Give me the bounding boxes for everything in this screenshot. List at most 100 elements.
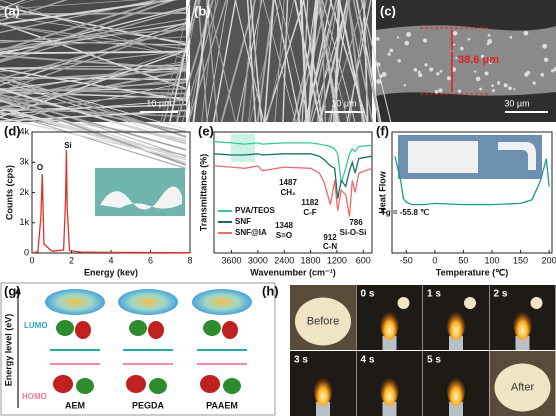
fiber-end (452, 31, 458, 36)
highlight-region (231, 134, 255, 162)
annotation: Tg = -55.8 ℃ (381, 208, 429, 217)
homo-lobe (200, 375, 220, 393)
fiber (206, 0, 229, 123)
fiber-end (397, 58, 401, 63)
flame-test-photos: Before 0 s 1 s 2 s 3 s 4 s 5 s After (290, 285, 556, 416)
x-tick-label: 50 (458, 255, 468, 265)
panel-label: (a) (4, 3, 20, 18)
annotation: 1182 (301, 198, 319, 207)
x-tick-label: -50 (400, 255, 413, 265)
fiber-end (513, 88, 516, 91)
fiber-end (503, 83, 508, 88)
fiber-end (523, 30, 529, 36)
fiber-end (455, 56, 458, 60)
fiber-end (453, 43, 456, 46)
plot-frame (391, 131, 553, 254)
energy-axis-label: Energy level (eV) (3, 314, 13, 387)
fiber-end (436, 72, 440, 76)
lighter (382, 336, 397, 350)
fiber (175, 0, 199, 123)
sem-images (0, 0, 556, 169)
membrane-cross-section (376, 25, 556, 96)
lighter (316, 402, 330, 416)
lumo-lobe (222, 321, 238, 339)
x-axis-label: Energy (kev) (84, 267, 138, 277)
fiber-end (474, 70, 477, 73)
frame-label: After (511, 381, 535, 393)
fiber-end (484, 71, 489, 76)
fiber-end (438, 88, 443, 93)
fiber (0, 0, 68, 22)
annotation: 912 (323, 233, 337, 242)
lighter (449, 402, 463, 416)
lumo-lobe (129, 320, 147, 336)
fiber-end (487, 33, 491, 37)
scale-bar-label: 10 μm (146, 98, 171, 108)
panel-label: (h) (262, 283, 279, 298)
fiber (346, 0, 374, 123)
fiber (355, 0, 382, 123)
lumo-lobe (75, 321, 91, 339)
y-tick-label: 1k (19, 217, 29, 227)
fiber-end (446, 76, 451, 81)
fiber-end (492, 89, 495, 93)
fiber-end (532, 81, 536, 85)
fiber (0, 67, 187, 71)
fiber-end (375, 36, 380, 41)
fiber (302, 0, 324, 123)
fiber (0, 69, 187, 82)
frame-label: 4 s (361, 355, 375, 366)
x-axis-label: Wavenumber (cm⁻¹) (250, 267, 335, 277)
x-tick-label: 600 (356, 255, 371, 265)
fiber-end (457, 89, 462, 93)
fiber-end (479, 87, 483, 91)
molecule-name: AEM (65, 400, 85, 410)
panel-labels: (a) (b) (c) (d) (e) (f) (g) (h) (4, 3, 396, 298)
fiber (0, 106, 187, 160)
inset-membrane (408, 141, 478, 173)
fiber-end (497, 82, 500, 86)
x-tick-label: 3600 (222, 255, 242, 265)
orbitals: AEM PEGDA PAAEM (45, 289, 252, 410)
fiber (248, 0, 262, 123)
fiber-end (413, 67, 418, 72)
fiber (246, 0, 257, 123)
fiber (346, 0, 372, 123)
scale-bar-label: 10 μm (331, 98, 356, 108)
fiber-end (542, 43, 548, 49)
fiber-end (387, 52, 391, 56)
lighter (449, 336, 463, 350)
x-tick-label: 200 (542, 255, 556, 265)
series-line (394, 156, 550, 206)
fiber (0, 28, 187, 44)
fiber-end (491, 84, 494, 87)
fiber (0, 22, 187, 90)
x-tick-label: 1800 (301, 255, 321, 265)
fiber-end (540, 72, 545, 77)
y-axis-label: Counts (cps) (4, 165, 14, 220)
series-line (213, 141, 373, 183)
lighter (515, 336, 530, 350)
frame-label: 2 s (494, 289, 508, 300)
x-axis-label: Temperature (℃) (436, 267, 508, 277)
annotation: S=O (276, 231, 292, 240)
fiber (207, 0, 236, 123)
sample (464, 297, 476, 309)
homo-lobe (76, 378, 94, 394)
fiber-end (480, 54, 485, 59)
fiber (327, 0, 365, 123)
fiber-end (376, 62, 381, 67)
fiber (0, 49, 187, 118)
annotation: C-N (323, 242, 337, 251)
x-tick-label: 2400 (274, 255, 294, 265)
fiber-end (439, 69, 443, 73)
frame-label: 0 s (361, 289, 375, 300)
series-line (213, 153, 373, 199)
homo-lobe (223, 378, 241, 394)
scale-bar-label: 30 μm (504, 98, 529, 108)
fiber (348, 0, 367, 123)
fiber-end (417, 70, 421, 74)
frame-label: 1 s (427, 289, 441, 300)
fiber-end (434, 89, 439, 94)
